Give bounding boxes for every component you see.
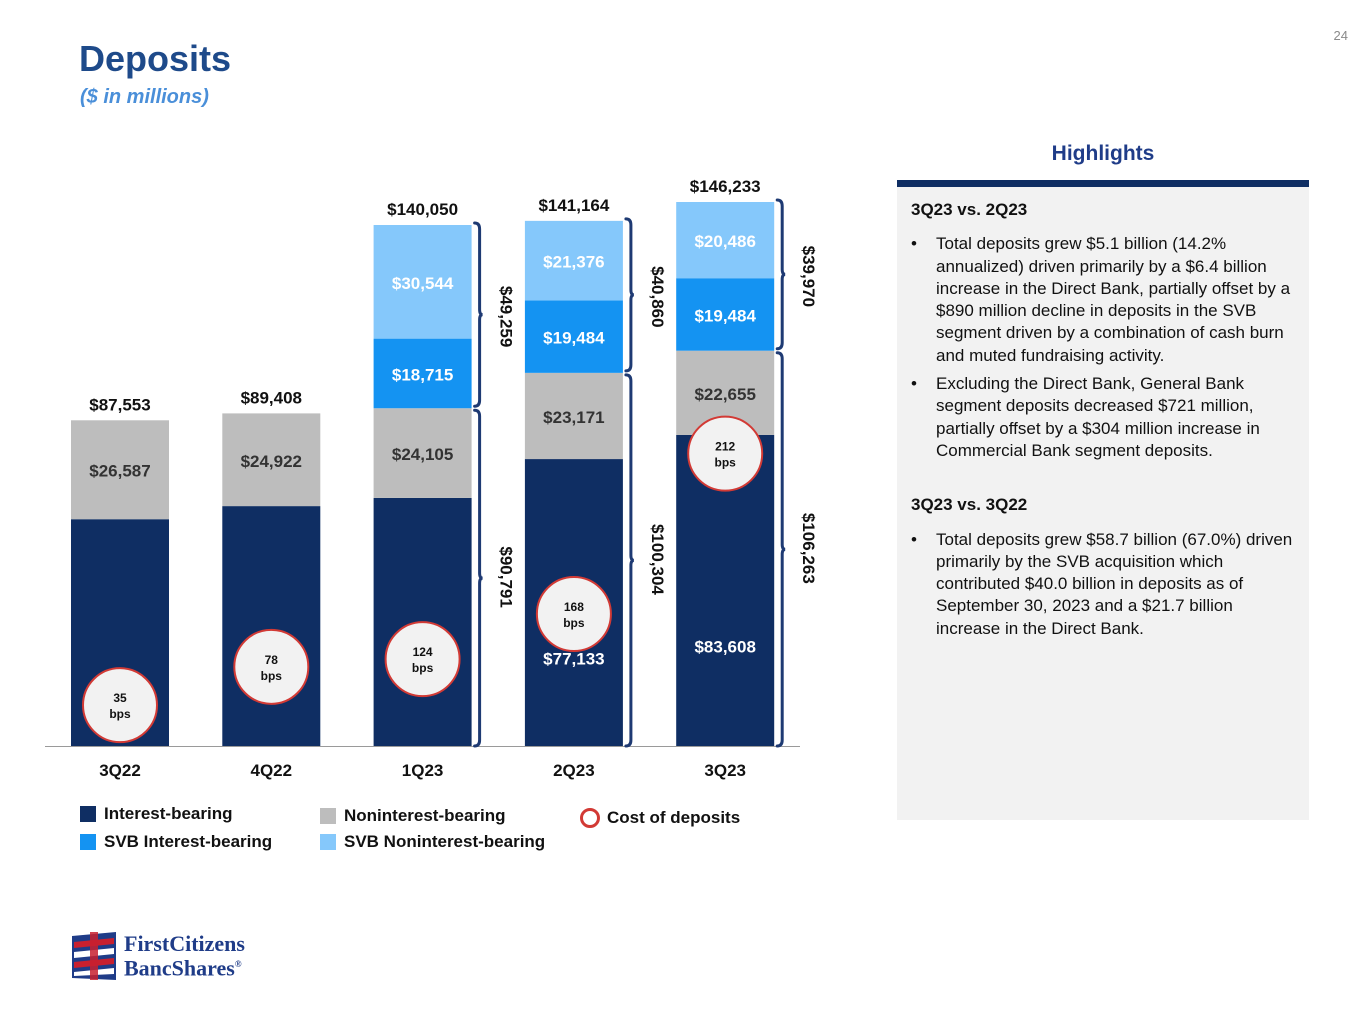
bar-segment	[222, 506, 321, 746]
cost-of-deposits-circle	[687, 415, 764, 492]
data-label: $22,655	[694, 385, 755, 404]
legend-swatch-interest-bearing	[80, 806, 96, 822]
legacy-bracket	[473, 408, 483, 748]
x-tick-label: 1Q23	[402, 761, 444, 780]
total-label: $146,233	[690, 177, 761, 196]
data-label: $77,133	[543, 650, 604, 669]
highlight-bullet: Excluding the Direct Bank, General Bank …	[911, 373, 1293, 462]
legend-svb-interest-bearing: SVB Interest-bearing	[80, 832, 272, 852]
legend-cost-of-deposits: Cost of deposits	[580, 808, 740, 828]
legend-swatch-svb-interest-bearing	[80, 834, 96, 850]
svb-bracket	[775, 198, 786, 351]
company-logo: FirstCitizens BancShares®	[70, 930, 245, 982]
x-tick-label: 4Q22	[251, 761, 293, 780]
logo-text: FirstCitizens BancShares®	[124, 931, 245, 981]
highlights-section-heading: 3Q23 vs. 3Q22	[911, 495, 1028, 515]
page-title: Deposits	[79, 38, 232, 79]
legend-noninterest-bearing: Noninterest-bearing	[320, 806, 506, 826]
legend-interest-bearing: Interest-bearing	[80, 804, 232, 824]
bar-segment	[676, 278, 775, 351]
svb-bracket-label: $49,259	[497, 286, 516, 347]
bar-segment	[676, 202, 775, 279]
highlights-panel: 3Q23 vs. 2Q23 Total deposits grew $5.1 b…	[897, 180, 1309, 820]
svb-bracket-label: $39,970	[799, 246, 818, 307]
legacy-bracket-label: $100,304	[648, 524, 667, 595]
legend-circle-icon	[580, 808, 600, 828]
cost-of-deposits-value: 212	[715, 440, 735, 454]
legend-label-noninterest-bearing: Noninterest-bearing	[344, 806, 506, 825]
data-label: $19,484	[543, 329, 605, 348]
cost-of-deposits-value: 35	[113, 691, 127, 705]
cost-of-deposits-unit: bps	[563, 616, 585, 630]
data-label: $30,544	[392, 274, 454, 293]
legacy-bracket	[775, 351, 786, 748]
cost-of-deposits-circle	[384, 621, 461, 698]
legend-svb-noninterest-bearing: SVB Noninterest-bearing	[320, 832, 545, 852]
cost-of-deposits-value: 124	[413, 645, 433, 659]
legend-swatch-noninterest-bearing	[320, 808, 336, 824]
total-label: $87,553	[89, 395, 150, 414]
legacy-bracket	[624, 373, 635, 748]
page-subtitle: ($ in millions)	[80, 86, 209, 108]
data-label: $18,715	[392, 365, 453, 384]
cost-of-deposits-circle	[535, 576, 612, 653]
data-label: $23,171	[543, 408, 604, 427]
data-label: $19,484	[694, 306, 756, 325]
logo-registered-mark: ®	[234, 959, 242, 970]
data-label: $20,486	[694, 232, 755, 251]
highlight-bullet: Total deposits grew $58.7 billion (67.0%…	[911, 529, 1293, 640]
page-number: 24	[1333, 28, 1348, 43]
legend-swatch-svb-noninterest-bearing	[320, 834, 336, 850]
highlight-bullet: Total deposits grew $5.1 billion (14.2% …	[911, 233, 1293, 367]
legacy-bracket-label: $106,263	[799, 513, 818, 584]
cost-of-deposits-circle	[233, 628, 310, 705]
bar-segment	[373, 408, 472, 498]
bar-segment	[222, 413, 321, 507]
data-label: $24,105	[392, 445, 453, 464]
cost-of-deposits-value: 78	[265, 653, 279, 667]
cost-of-deposits-circle	[82, 667, 158, 744]
legacy-bracket-label: $90,791	[497, 546, 516, 607]
data-label: $83,608	[694, 637, 755, 656]
highlights-list: Total deposits grew $58.7 billion (67.0%…	[911, 529, 1293, 640]
total-label: $89,408	[241, 388, 302, 407]
logo-line-2: BancShares	[124, 955, 235, 981]
legend-label-svb-noninterest-bearing: SVB Noninterest-bearing	[344, 832, 546, 851]
cost-of-deposits-unit: bps	[261, 669, 283, 683]
data-label: $26,587	[89, 462, 150, 481]
total-label: $140,050	[387, 200, 458, 219]
legend-label-svb-interest-bearing: SVB Interest-bearing	[104, 832, 273, 851]
cost-of-deposits-unit: bps	[412, 661, 434, 675]
cost-of-deposits-value: 168	[564, 600, 584, 614]
total-label: $141,164	[538, 196, 609, 215]
bar-segment	[71, 420, 169, 520]
x-tick-label: 3Q22	[99, 761, 141, 780]
bar-segment	[524, 372, 623, 460]
deposits-chart: $60,966$26,587$87,5533Q22$64,486$24,922$…	[45, 177, 818, 780]
bar-segment	[373, 338, 472, 409]
cost-of-deposits-unit: bps	[109, 707, 131, 721]
svb-bracket	[624, 217, 635, 373]
data-label: $24,922	[241, 452, 302, 471]
svb-bracket	[473, 221, 483, 408]
bar-segment	[524, 220, 623, 301]
x-tick-label: 2Q23	[553, 761, 595, 780]
highlights-title: Highlights	[1051, 142, 1155, 165]
legend-label-cost-of-deposits: Cost of deposits	[607, 808, 741, 827]
x-tick-label: 3Q23	[704, 761, 746, 780]
svb-bracket-label: $40,860	[648, 266, 667, 327]
highlights-section-heading: 3Q23 vs. 2Q23	[911, 200, 1028, 219]
bar-segment	[373, 225, 472, 339]
data-label: $21,376	[543, 253, 604, 272]
flag-logo-icon	[70, 930, 120, 982]
cost-of-deposits-unit: bps	[715, 456, 737, 470]
logo-line-1: FirstCitizens	[124, 931, 245, 957]
bar-segment	[524, 300, 623, 373]
legend-label-interest-bearing: Interest-bearing	[104, 804, 233, 823]
highlights-list: Total deposits grew $5.1 billion (14.2% …	[911, 233, 1293, 462]
